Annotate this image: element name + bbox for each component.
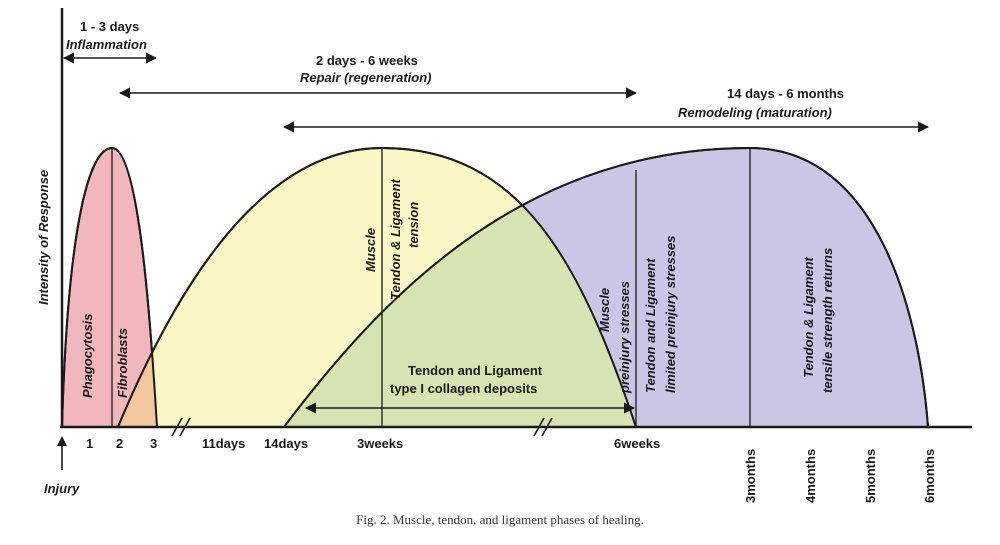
fibroblasts-label: Fibroblasts — [115, 328, 130, 398]
x-tick-6months: 6months — [922, 449, 937, 503]
remodeling-name: Remodeling (maturation) — [678, 105, 832, 120]
phagocytosis-label: Phagocytosis — [80, 313, 95, 398]
injury-label: Injury — [44, 481, 80, 496]
y-axis-label: Intensity of Response — [36, 170, 51, 305]
repair-name: Repair (regeneration) — [300, 70, 431, 85]
muscle-preinjury-label: Muscle — [597, 288, 612, 332]
collagen-label-line2: type I collagen deposits — [390, 381, 537, 396]
tension-label: tension — [406, 202, 421, 248]
tendon-ligament-limited-label: Tendon and Ligament — [643, 258, 658, 393]
x-tick-1: 1 — [86, 436, 93, 451]
healing-phases-chart: Intensity of Response Injury 1 2 3 11day… — [36, 8, 972, 503]
x-tick-4months: 4months — [803, 449, 818, 503]
muscle-tension-label: Muscle — [363, 228, 378, 272]
tensile-strength-label: tensile strength returns — [820, 248, 835, 393]
injury-arrow-head — [57, 436, 67, 446]
x-tick-3months: 3months — [743, 449, 758, 503]
x-tick-3weeks: 3weeks — [357, 436, 403, 451]
remodeling-duration: 14 days - 6 months — [727, 86, 844, 101]
x-tick-2: 2 — [116, 436, 123, 451]
x-tick-3: 3 — [150, 436, 157, 451]
inflammation-name: Inflammation — [66, 37, 147, 52]
x-tick-14days: 14days — [264, 436, 308, 451]
x-tick-11days: 11days — [202, 436, 245, 451]
x-tick-6weeks: 6weeks — [614, 436, 660, 451]
tendon-ligament-tension-label: Tendon & Ligament — [388, 178, 403, 300]
figure-caption: Fig. 2. Muscle, tendon, and ligament pha… — [356, 512, 644, 527]
axis-break-2 — [533, 417, 553, 437]
preinjury-stresses-label: preinjury stresses — [617, 281, 632, 394]
repair-duration: 2 days - 6 weeks — [316, 53, 418, 68]
remodeling-outline — [283, 146, 929, 428]
limited-preinjury-label: limited preinjury stresses — [663, 235, 678, 393]
x-tick-5months: 5months — [863, 449, 878, 503]
collagen-label-line1: Tendon and Ligament — [408, 363, 543, 378]
tendon-ligament-tensile-label: Tendon & Ligament — [801, 256, 816, 378]
axis-break-1 — [171, 417, 191, 437]
inflammation-duration: 1 - 3 days — [80, 19, 139, 34]
